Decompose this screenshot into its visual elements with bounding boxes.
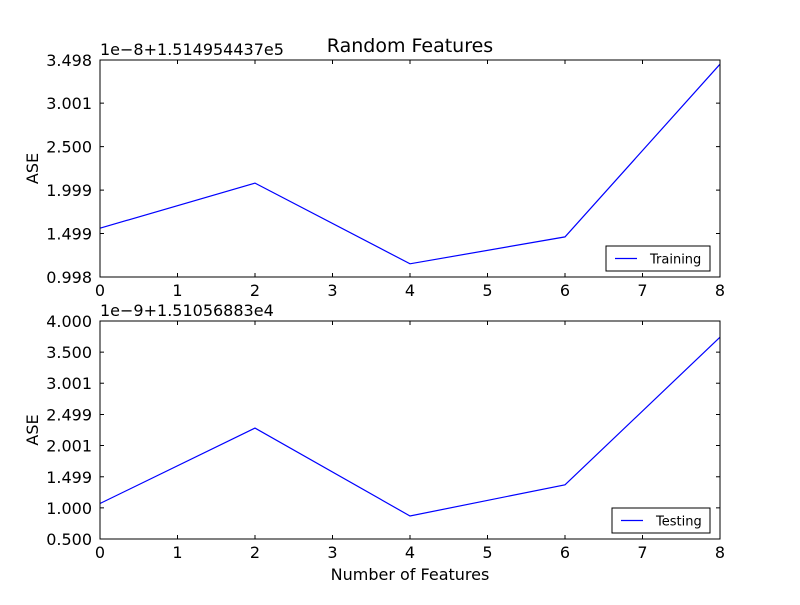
testing-y-tick-label: 2.499 bbox=[46, 405, 92, 424]
testing-x-tick-label: 0 bbox=[95, 543, 105, 562]
testing-y-tick-label: 3.500 bbox=[46, 343, 92, 362]
testing-y-tick-label: 4.000 bbox=[46, 312, 92, 331]
testing-x-axis-label: Number of Features bbox=[331, 565, 490, 584]
testing-y-tick-label: 1.000 bbox=[46, 499, 92, 518]
testing-x-tick-label: 1 bbox=[172, 543, 182, 562]
training-panel: 0 1 2 3 4 5 6 7 8 0.998 1.499 1.999 2.500 3.001 3.498 1… bbox=[23, 40, 725, 300]
testing-y-tick-label: 0.500 bbox=[46, 530, 92, 549]
testing-x-tick-label: 6 bbox=[560, 543, 570, 562]
testing-x-tick-label: 3 bbox=[327, 543, 337, 562]
testing-x-tick-label: 2 bbox=[250, 543, 260, 562]
training-x-tick-label: 8 bbox=[715, 281, 725, 300]
testing-y-tick-label: 2.001 bbox=[46, 437, 92, 456]
training-y-tick-label: 2.500 bbox=[46, 138, 92, 157]
testing-x-tick-label: 4 bbox=[405, 543, 415, 562]
testing-y-tick-label: 3.001 bbox=[46, 374, 92, 393]
training-offset-label: 1e−8+1.514954437e5 bbox=[100, 40, 284, 59]
training-y-tick-label: 3.498 bbox=[46, 51, 92, 70]
training-y-tick-label: 1.499 bbox=[46, 225, 92, 244]
testing-offset-label: 1e−9+1.51056883e4 bbox=[100, 301, 274, 320]
testing-series-line bbox=[99, 336, 721, 517]
training-x-tick-label: 2 bbox=[250, 281, 260, 300]
training-x-tick-label: 1 bbox=[172, 281, 182, 300]
training-x-tick-label: 7 bbox=[637, 281, 647, 300]
training-y-tick-label: 3.001 bbox=[46, 94, 92, 113]
training-x-tick-label: 0 bbox=[95, 281, 105, 300]
testing-y-tick-label: 1.499 bbox=[46, 468, 92, 487]
training-legend-label: Training bbox=[649, 253, 701, 268]
testing-panel: 0 1 2 3 4 5 6 7 8 0.500 1.000 1.499 2.001 2.499 3.001 3… bbox=[23, 301, 725, 584]
testing-x-tick-label: 7 bbox=[637, 543, 647, 562]
training-legend: Training bbox=[605, 245, 711, 272]
training-x-tick-label: 4 bbox=[405, 281, 415, 300]
training-y-axis-label: ASE bbox=[23, 153, 42, 184]
testing-x-tick-label: 5 bbox=[482, 543, 492, 562]
testing-legend: Testing bbox=[611, 507, 711, 534]
training-y-tick-label: 1.999 bbox=[46, 181, 92, 200]
training-series-line bbox=[99, 63, 721, 265]
chart-title: Random Features bbox=[327, 35, 493, 57]
training-x-tick-label: 5 bbox=[482, 281, 492, 300]
testing-legend-label: Testing bbox=[655, 515, 702, 530]
training-x-tick-label: 3 bbox=[327, 281, 337, 300]
testing-plot-frame bbox=[99, 320, 721, 540]
training-x-tick-label: 6 bbox=[560, 281, 570, 300]
testing-y-axis-label: ASE bbox=[23, 414, 42, 445]
training-y-tick-label: 0.998 bbox=[46, 268, 92, 287]
testing-x-tick-label: 8 bbox=[715, 543, 725, 562]
